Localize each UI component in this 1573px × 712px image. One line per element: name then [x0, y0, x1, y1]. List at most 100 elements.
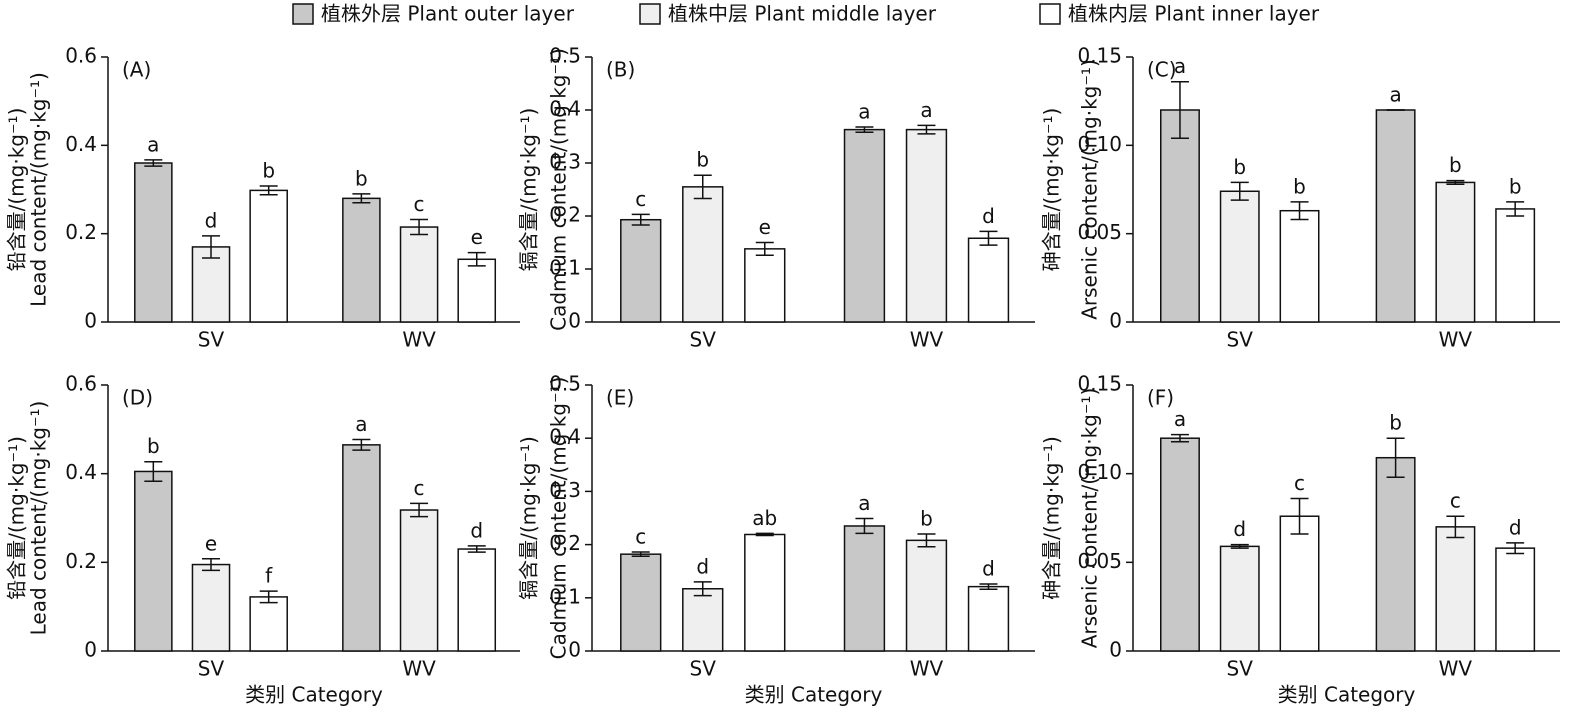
bar — [1435, 526, 1476, 652]
y-tick-label: 0.4 — [549, 425, 581, 449]
significance-label: b — [147, 434, 160, 458]
y-axis-label: 铅含量/(mg·kg⁻¹) — [5, 108, 29, 272]
bar — [342, 197, 381, 323]
error-bar — [693, 581, 712, 597]
bar — [1279, 515, 1320, 652]
x-tick-label: SV — [690, 657, 717, 681]
error-bar — [1446, 515, 1465, 539]
error-bar — [467, 251, 486, 267]
error-bar — [855, 517, 874, 535]
legend-label: 植株中层 Plant middle layer — [668, 2, 937, 26]
significance-label: a — [858, 99, 870, 123]
bar — [1279, 209, 1320, 323]
significance-label: d — [982, 204, 995, 228]
error-bar — [410, 218, 429, 236]
significance-label: d — [205, 208, 218, 232]
bar — [1495, 208, 1536, 323]
significance-label: d — [1233, 517, 1246, 541]
significance-label: c — [414, 476, 425, 500]
x-tick-label: WV — [910, 328, 944, 352]
x-tick-label: WV — [402, 328, 436, 352]
error-bar — [1230, 543, 1249, 549]
significance-label: a — [1174, 54, 1186, 78]
error-bar — [1170, 80, 1189, 140]
y-axis-label: 砷含量/(mg·kg⁻¹) — [1040, 436, 1064, 600]
x-tick-label: SV — [198, 328, 225, 352]
significance-label: a — [1174, 407, 1186, 431]
y-tick-label: 0 — [1109, 309, 1122, 333]
bar — [682, 186, 724, 323]
error-bar — [352, 438, 371, 451]
error-bar — [1506, 542, 1525, 555]
significance-label: d — [696, 554, 709, 578]
y-tick-label: 0 — [568, 638, 581, 662]
y-axis-label: Cadmium content/(mg·kg⁻¹) — [547, 377, 571, 660]
y-tick-label: 0.3 — [549, 478, 581, 502]
panel-label: (D) — [122, 386, 153, 410]
error-bar — [144, 460, 163, 482]
bar — [843, 128, 886, 323]
y-tick-label: 0.10 — [1077, 132, 1122, 156]
x-tick-label: SV — [198, 657, 225, 681]
error-bar — [917, 533, 936, 548]
y-tick-label: 0.15 — [1077, 44, 1122, 68]
error-bar — [979, 583, 998, 591]
error-bar — [917, 124, 936, 135]
y-tick-label: 0 — [568, 309, 581, 333]
significance-label: f — [265, 564, 273, 588]
error-bar — [631, 551, 650, 558]
error-bar — [1446, 179, 1465, 185]
y-tick-label: 0.1 — [549, 584, 581, 608]
y-tick-label: 0.5 — [549, 372, 581, 396]
panel-label: (B) — [606, 58, 635, 82]
significance-label: b — [1509, 174, 1522, 198]
error-bar — [202, 558, 220, 572]
y-tick-label: 0.3 — [549, 150, 581, 174]
significance-label: b — [262, 158, 275, 182]
legend-swatch — [292, 3, 314, 25]
panel-label: (C) — [1147, 58, 1177, 82]
panel-label: (F) — [1147, 386, 1174, 410]
bar — [1375, 109, 1416, 323]
x-tick-label: WV — [1439, 657, 1473, 681]
bar — [1435, 181, 1476, 323]
y-tick-label: 0 — [84, 638, 97, 662]
bar — [1160, 437, 1200, 652]
x-tick-label: SV — [690, 328, 717, 352]
error-bar — [693, 174, 712, 200]
error-bar — [202, 235, 220, 259]
x-tick-label: WV — [1439, 328, 1473, 352]
significance-label: b — [1293, 174, 1306, 198]
y-tick-label: 0.4 — [65, 132, 97, 156]
significance-label: a — [147, 132, 159, 156]
bar — [457, 258, 497, 323]
x-tick-label: WV — [402, 657, 436, 681]
bar — [682, 588, 724, 652]
y-tick-label: 0.4 — [65, 460, 97, 484]
y-tick-label: 0.15 — [1077, 372, 1122, 396]
bar — [1375, 456, 1416, 652]
significance-label: b — [920, 506, 933, 530]
error-bar — [1290, 497, 1309, 535]
error-bar — [1170, 433, 1189, 443]
significance-label: e — [205, 531, 217, 555]
error-bar — [410, 502, 429, 518]
significance-label: d — [1509, 515, 1522, 539]
y-tick-label: 0.6 — [65, 372, 97, 396]
y-tick-label: 0.05 — [1077, 220, 1122, 244]
legend-swatch — [639, 3, 661, 25]
significance-label: a — [1389, 83, 1401, 107]
error-bar — [259, 590, 278, 604]
significance-label: b — [355, 166, 368, 190]
bar — [1495, 547, 1536, 652]
y-tick-label: 0.2 — [65, 549, 97, 573]
error-bar — [1386, 437, 1405, 478]
y-axis-label: 镉含量/(mg·kg⁻¹) — [517, 436, 541, 600]
y-tick-label: 0.1 — [549, 256, 581, 280]
bar — [620, 218, 662, 323]
panel-label: (E) — [606, 386, 634, 410]
error-bar — [855, 126, 874, 134]
error-bar — [144, 159, 163, 167]
significance-label: b — [1449, 153, 1462, 177]
